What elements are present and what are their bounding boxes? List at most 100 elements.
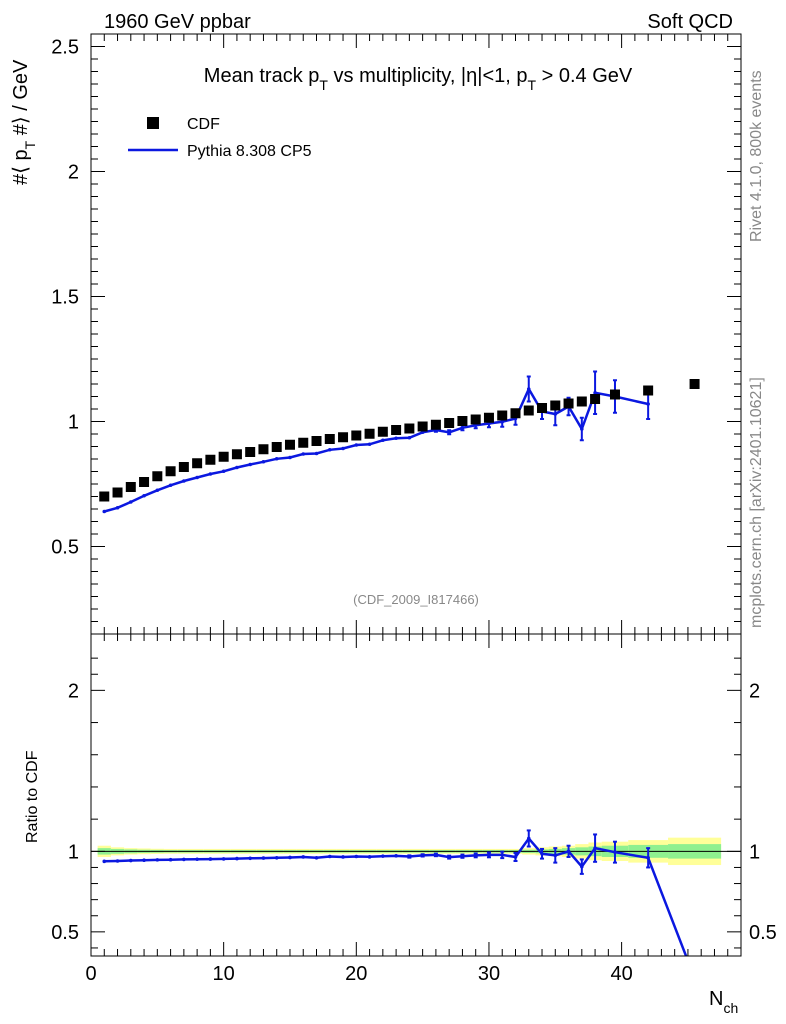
ratio-point bbox=[301, 855, 306, 859]
ratio-point bbox=[155, 858, 160, 862]
cdf-data-point bbox=[563, 398, 574, 409]
cdf-data-point bbox=[364, 428, 375, 439]
ratio-point bbox=[221, 857, 226, 861]
pythia-point bbox=[553, 412, 558, 416]
pythia-point bbox=[327, 447, 332, 452]
energy-label: 1960 GeV ppbar bbox=[104, 11, 251, 33]
pythia-point bbox=[341, 446, 345, 451]
pythia-point bbox=[115, 505, 120, 510]
cdf-data-point bbox=[444, 418, 455, 428]
rivet-side-label: Rivet 4.1.0, 800k events bbox=[748, 70, 765, 242]
ratio-y-tick-label: 0.5 bbox=[51, 922, 79, 944]
ratio-point bbox=[473, 853, 478, 858]
ratio-point bbox=[540, 851, 544, 856]
ratio-y-tick-label-right: 0.5 bbox=[749, 922, 777, 944]
y-tick-label: 2 bbox=[68, 162, 79, 184]
cdf-data-point bbox=[576, 396, 587, 407]
cdf-data-point bbox=[152, 471, 163, 482]
ratio-y-axis-label: Ratio to CDF bbox=[24, 750, 41, 843]
ratio-point bbox=[487, 853, 491, 857]
y-tick-label: 1.5 bbox=[51, 287, 79, 309]
cdf-data-point bbox=[139, 477, 150, 487]
cdf-data-point bbox=[483, 412, 494, 423]
x-tick-label: 0 bbox=[85, 963, 96, 985]
cdf-data-point bbox=[192, 458, 203, 469]
cdf-data-point bbox=[125, 482, 136, 492]
ratio-point bbox=[526, 836, 531, 841]
cdf-data-point bbox=[112, 487, 123, 498]
ratio-point bbox=[500, 853, 505, 857]
cdf-data-point bbox=[523, 405, 534, 416]
ratio-point bbox=[686, 959, 690, 963]
ratio-point bbox=[195, 857, 199, 862]
cdf-data-point bbox=[404, 423, 415, 434]
ratio-point bbox=[566, 849, 571, 854]
cdf-data-point bbox=[298, 437, 309, 448]
pythia-point bbox=[367, 442, 372, 447]
cdf-data-point bbox=[218, 451, 229, 462]
cdf-data-point bbox=[205, 454, 216, 465]
pythia-point bbox=[526, 387, 531, 391]
ratio-panel: 0.5 0.5 1 1 2 2 0 10 20 30 40 bbox=[51, 633, 777, 985]
cdf-data-point bbox=[99, 491, 110, 502]
ratio-point bbox=[235, 856, 239, 861]
pythia-point bbox=[128, 500, 133, 504]
pythia-point bbox=[182, 479, 186, 483]
cdf-data-point bbox=[391, 425, 402, 435]
ratio-point bbox=[447, 855, 451, 859]
ratio-point bbox=[646, 855, 650, 860]
pythia-point bbox=[288, 455, 292, 460]
ratio-point bbox=[115, 859, 120, 863]
cdf-data-point bbox=[165, 466, 176, 477]
cdf-data-point bbox=[258, 444, 269, 455]
pythia-point bbox=[381, 438, 385, 443]
cdf-data-point bbox=[550, 400, 561, 411]
pythia-line bbox=[103, 386, 649, 513]
pythia-point bbox=[580, 427, 584, 431]
ratio-point bbox=[580, 864, 584, 869]
ratio-point bbox=[367, 855, 372, 859]
ratio-point bbox=[142, 858, 146, 863]
x-tick-label: 20 bbox=[345, 963, 367, 985]
ratio-point bbox=[327, 854, 332, 859]
ratio-y-tick-label-right: 2 bbox=[749, 680, 760, 702]
ratio-point bbox=[248, 856, 252, 861]
ratio-point bbox=[460, 854, 465, 858]
cdf-data-point bbox=[178, 462, 189, 472]
mcplots-side-label: mcplots.cern.ch [arXiv:2401.10621] bbox=[748, 377, 765, 628]
cdf-data-point bbox=[537, 403, 548, 413]
ratio-point bbox=[314, 855, 319, 860]
cdf-data-point bbox=[457, 416, 468, 426]
ratio-point bbox=[613, 850, 617, 854]
ratio-point bbox=[182, 857, 186, 862]
chart-title: Mean track pT vs multiplicity, |η|<1, pT… bbox=[204, 65, 633, 93]
ratio-point bbox=[102, 859, 107, 864]
ratio-point bbox=[168, 857, 173, 862]
pythia-point bbox=[195, 475, 199, 480]
cdf-data-point bbox=[311, 436, 322, 446]
ratio-point bbox=[381, 854, 385, 858]
cdf-data-point bbox=[590, 394, 601, 404]
x-tick-label: 30 bbox=[478, 963, 500, 985]
pythia-point bbox=[168, 483, 173, 488]
cdf-data-point bbox=[338, 432, 349, 443]
cdf-data-point bbox=[245, 447, 256, 457]
pythia-point bbox=[314, 451, 319, 456]
pythia-point bbox=[248, 462, 252, 467]
cdf-data-point bbox=[689, 379, 700, 389]
pythia-point bbox=[301, 452, 306, 456]
ratio-y-tick-label-right: 1 bbox=[749, 841, 760, 863]
cdf-data-point bbox=[497, 410, 508, 421]
cdf-data-point bbox=[609, 389, 620, 400]
cdf-data-point bbox=[324, 434, 335, 444]
ratio-y-tick-label: 2 bbox=[68, 680, 79, 702]
pythia-point bbox=[221, 469, 226, 474]
x-axis-label: Nch bbox=[709, 988, 738, 1016]
pythia-point bbox=[102, 509, 107, 514]
cdf-data-point bbox=[510, 408, 521, 419]
legend: CDF Pythia 8.308 CP5 bbox=[128, 116, 312, 160]
ratio-point bbox=[593, 846, 597, 850]
pythia-point bbox=[500, 419, 505, 424]
pythia-point bbox=[274, 456, 279, 461]
